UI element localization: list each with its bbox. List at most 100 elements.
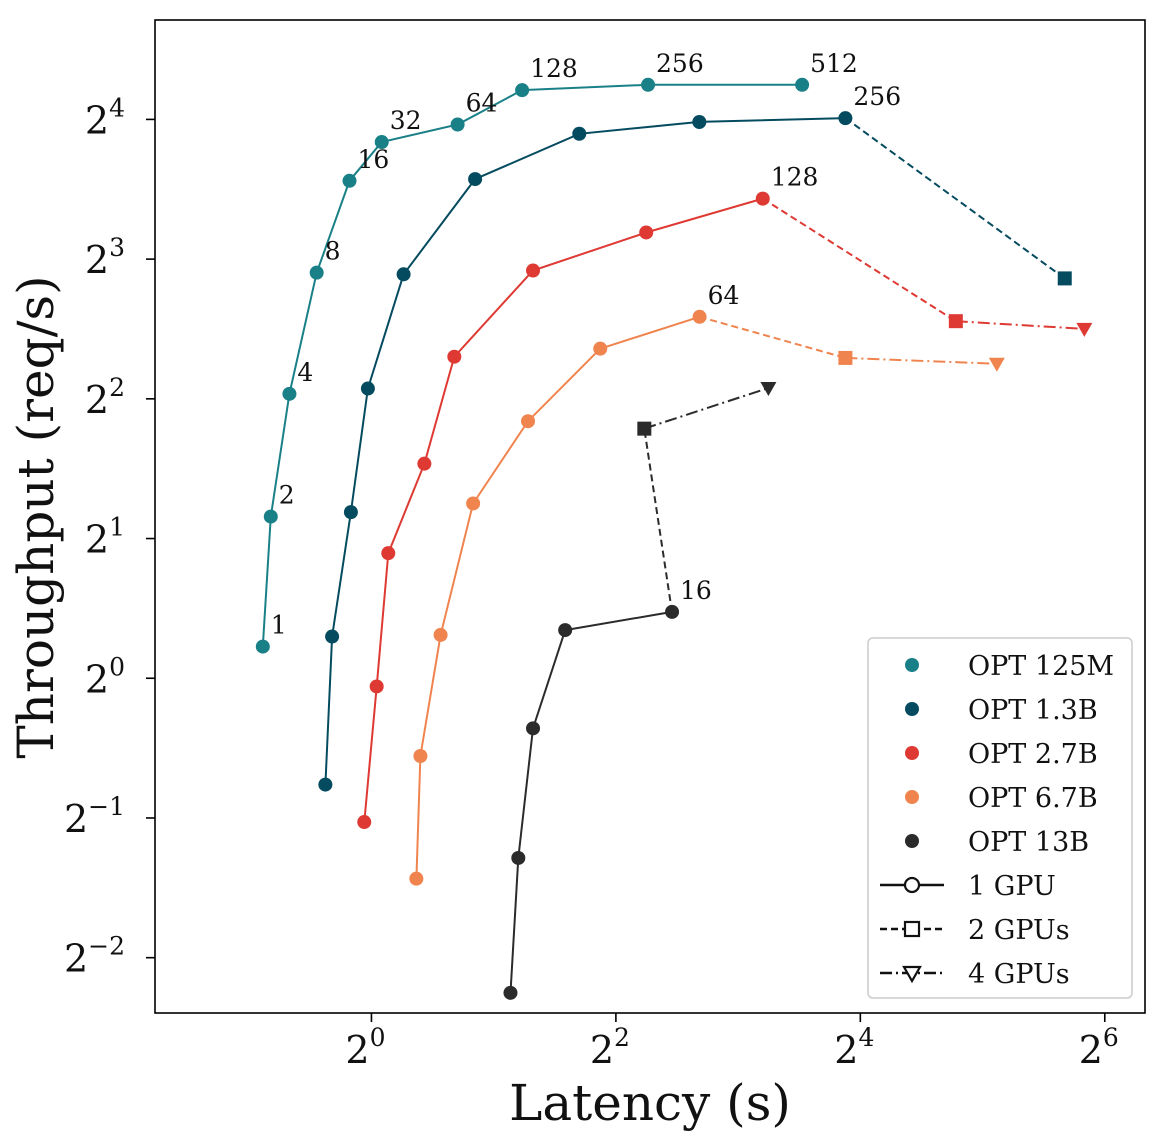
point-1gpu [641, 77, 656, 92]
legend-label: OPT 6.7B [968, 783, 1098, 814]
data-label: 256 [656, 49, 704, 78]
legend-label: 4 GPUs [968, 959, 1070, 990]
legend-marker [905, 834, 919, 848]
y-tick-label: 20 [85, 652, 125, 701]
y-tick-label: 21 [85, 513, 125, 562]
legend-item-opt-1-3b: OPT 1.3B [905, 695, 1098, 726]
legend-marker [902, 965, 922, 984]
legend-item-opt-13b: OPT 13B [905, 827, 1089, 858]
point-1gpu [526, 263, 541, 278]
series-opt-1-3b [318, 111, 1072, 792]
point-1gpu [396, 267, 411, 282]
point-1gpu [374, 135, 389, 150]
data-label: 64 [466, 89, 498, 118]
point-4gpus [1076, 322, 1093, 337]
data-label: 128 [771, 163, 819, 192]
legend-label: 2 GPUs [968, 915, 1070, 946]
point-1gpu [593, 341, 608, 356]
point-1gpu [263, 509, 278, 524]
point-2gpus [1057, 271, 1072, 286]
point-1gpu [417, 456, 432, 471]
y-tick-label: 2−2 [64, 932, 125, 981]
line-1gpu [324, 117, 846, 785]
legend-marker [903, 876, 921, 894]
point-1gpu [325, 629, 340, 644]
series-opt-6-7b [409, 309, 1005, 886]
legend-label: OPT 125M [968, 651, 1114, 682]
point-1gpu [369, 679, 384, 694]
legend: OPT 125M OPT 1.3B OPT 2.7B OPT 6.7B OPT 13B 1… [867, 637, 1133, 999]
point-1gpu [255, 639, 270, 654]
data-label: 4 [297, 358, 313, 387]
y-tick-label: 23 [85, 233, 125, 282]
line-2gpus [762, 197, 957, 323]
y-tick-label: 24 [85, 93, 125, 142]
series-opt-125m [255, 77, 810, 654]
legend-marker [903, 920, 921, 938]
legend-box [867, 637, 1133, 999]
point-1gpu [466, 496, 481, 511]
data-label: 512 [810, 49, 858, 78]
point-1gpu [511, 850, 526, 865]
point-1gpu [665, 604, 680, 619]
legend-label: OPT 1.3B [968, 695, 1098, 726]
point-1gpu [409, 871, 424, 886]
line-1gpu [261, 83, 803, 647]
legend-marker [905, 658, 919, 672]
point-1gpu [692, 309, 707, 324]
data-label: 256 [853, 82, 901, 111]
point-1gpu [447, 349, 462, 364]
data-label: 128 [530, 54, 578, 83]
point-1gpu [433, 627, 448, 642]
line-2gpus [699, 315, 846, 359]
data-label: 8 [325, 237, 341, 266]
data-label: 1 [271, 611, 287, 640]
point-1gpu [572, 126, 587, 141]
legend-item-gpu: 4 GPUs [880, 959, 1070, 990]
legend-label: 1 GPU [968, 871, 1056, 902]
point-1gpu [342, 173, 357, 188]
legend-item-opt-6-7b: OPT 6.7B [905, 783, 1098, 814]
y-tick-label: 22 [85, 373, 125, 422]
data-label: 32 [390, 106, 422, 135]
x-tick-label: 22 [590, 1023, 630, 1072]
legend-items: OPT 125M OPT 1.3B OPT 2.7B OPT 6.7B OPT 13B 1… [880, 651, 1114, 990]
line-2gpus [844, 117, 1066, 280]
x-tick-label: 20 [345, 1023, 385, 1072]
point-1gpu [515, 83, 530, 98]
y-tick-label: 2−1 [64, 792, 125, 841]
point-1gpu [360, 381, 375, 396]
legend-item-gpu: 2 GPUs [880, 915, 1070, 946]
series-opt-2-7b [357, 191, 1093, 830]
series-opt-13b [503, 382, 777, 1000]
series-layer [255, 77, 1093, 1000]
point-1gpu [318, 777, 333, 792]
line-2gpus [643, 428, 673, 613]
line-4gpus [955, 320, 1085, 330]
x-tick-label: 24 [834, 1023, 874, 1072]
legend-marker [905, 746, 919, 760]
point-1gpu [309, 265, 324, 280]
point-1gpu [381, 546, 396, 561]
line-4gpus [845, 356, 997, 365]
x-axis-title: Latency (s) [509, 1074, 791, 1132]
point-1gpu [692, 114, 707, 129]
y-axis-title: Throughput (req/s) [7, 275, 65, 758]
legend-item-opt-125m: OPT 125M [905, 651, 1114, 682]
point-4gpus [988, 357, 1005, 372]
point-1gpu [282, 386, 297, 401]
point-1gpu [468, 172, 483, 187]
point-1gpu [795, 77, 810, 92]
data-label: 16 [680, 576, 712, 605]
point-1gpu [558, 623, 573, 638]
line-1gpu [363, 197, 764, 823]
data-label: 2 [279, 481, 295, 510]
point-1gpu [521, 414, 536, 429]
legend-item-opt-2-7b: OPT 2.7B [905, 739, 1098, 770]
legend-label: OPT 13B [968, 827, 1089, 858]
legend-label: OPT 2.7B [968, 739, 1098, 770]
line-4gpus [643, 387, 769, 430]
point-1gpu [755, 191, 770, 206]
